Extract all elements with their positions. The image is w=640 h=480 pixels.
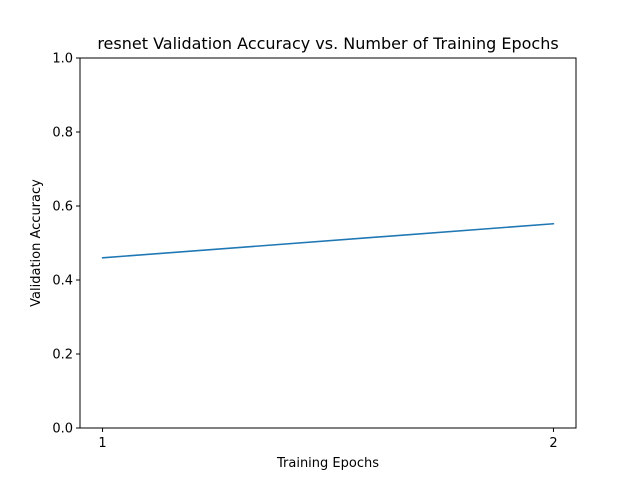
plot-frame [79, 57, 577, 429]
data-point [552, 222, 555, 225]
x-axis-label: Training Epochs [276, 456, 379, 471]
x-tick-label: 1 [98, 436, 106, 451]
series-line [102, 222, 554, 259]
y-tick-label: 0.6 [52, 200, 73, 215]
y-tick-label: 0.0 [52, 422, 73, 437]
series-group [101, 222, 555, 259]
data-point [101, 257, 104, 259]
y-tick-label: 1.0 [52, 52, 73, 67]
y-tick-label: 0.2 [52, 348, 73, 363]
x-tick-label: 2 [549, 436, 557, 451]
y-axis-label: Validation Accuracy [29, 179, 44, 307]
y-tick-label: 0.8 [52, 126, 73, 141]
y-tick-label: 0.4 [52, 274, 73, 289]
chart-title: resnet Validation Accuracy vs. Number of… [97, 34, 558, 53]
y-axis: 0.0 0.2 0.4 0.6 0.8 1.0 [52, 52, 80, 437]
